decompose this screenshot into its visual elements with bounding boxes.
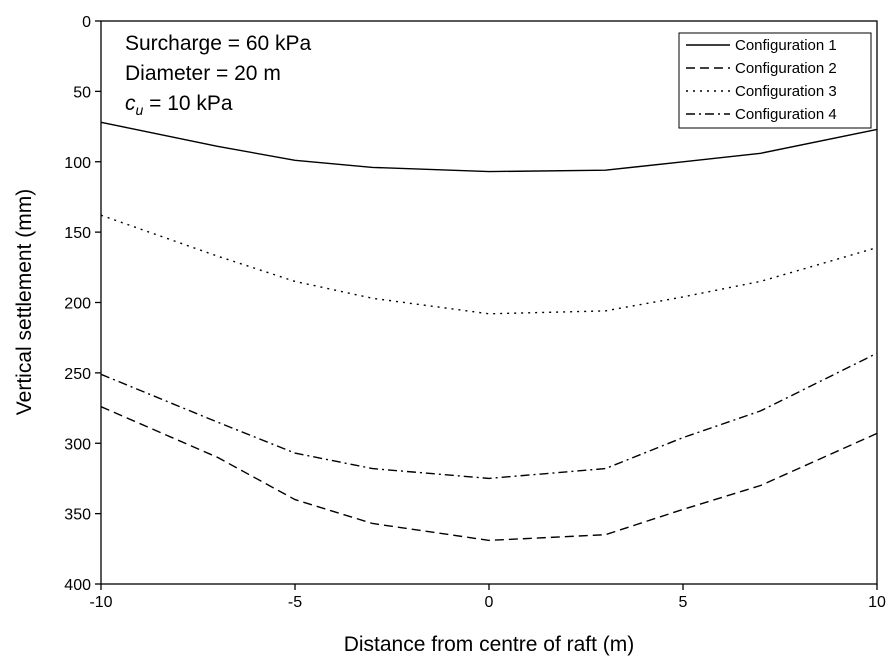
legend-label-2: Configuration 2	[735, 60, 837, 77]
y-tick-label: 300	[64, 436, 91, 453]
y-tick-label: 150	[64, 225, 91, 242]
legend-label-3: Configuration 3	[735, 83, 837, 100]
y-tick-label: 100	[64, 155, 91, 172]
x-axis-title: Distance from centre of raft (m)	[344, 633, 635, 656]
annotation-cu-value: = 10 kPa	[143, 92, 233, 115]
series-line-3	[100, 214, 878, 315]
y-tick-label: 400	[64, 577, 91, 594]
legend-box	[678, 32, 872, 129]
series-lines	[100, 121, 878, 542]
x-tick-label: 0	[485, 594, 494, 611]
legend-label-1: Configuration 1	[735, 37, 837, 54]
annotation-surcharge: Surcharge = 60 kPa	[125, 32, 312, 55]
legend: Configuration 1 Configuration 2 Configurat…	[678, 32, 872, 129]
x-tick-label: -5	[288, 594, 302, 611]
x-tick-label: 10	[868, 594, 886, 611]
legend-entries: Configuration 1 Configuration 2 Configurat…	[686, 37, 837, 123]
x-tick-label: -10	[89, 594, 112, 611]
y-tick-label: 200	[64, 296, 91, 313]
series-line-2	[100, 406, 878, 542]
y-tick-label: 50	[73, 84, 91, 101]
y-tick-label: 250	[64, 366, 91, 383]
y-tick-label: 350	[64, 507, 91, 524]
annotation-cu-symbol: c	[125, 92, 136, 115]
series-line-4	[100, 352, 878, 480]
annotation-cu-subscript: u	[136, 102, 144, 118]
y-axis-title: Vertical settlement (mm)	[13, 189, 36, 415]
x-tick-label: 5	[679, 594, 688, 611]
annotation-diameter: Diameter = 20 m	[125, 62, 281, 85]
annotation-cu: cu = 10 kPa	[125, 92, 233, 118]
legend-label-4: Configuration 4	[735, 106, 837, 123]
series-line-1	[100, 121, 878, 173]
y-tick-label: 0	[82, 14, 91, 31]
